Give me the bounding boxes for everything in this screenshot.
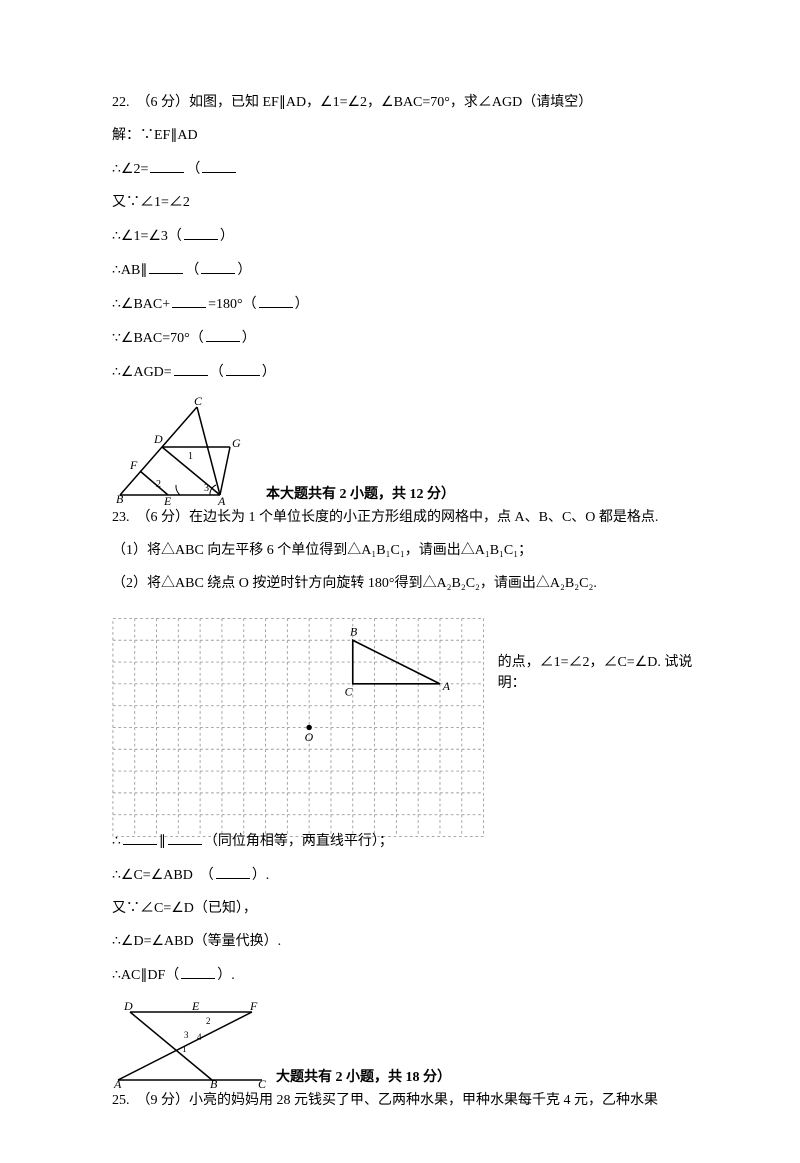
svg-text:2: 2 [156, 479, 161, 490]
q22-head: 22. （6 分）如图，已知 EF∥AD，∠1=∠2，∠BAC=70°，求∠AG… [112, 92, 700, 113]
q22-l3: 又∵∠1=∠2 [112, 192, 700, 213]
q22-l1: 解：∵EF∥AD [112, 125, 700, 146]
svg-text:E: E [191, 999, 200, 1013]
q25-head: 25. （9 分）小亮的妈妈用 28 元钱买了甲、乙两种水果，甲种水果每千克 4… [112, 1090, 700, 1111]
svg-text:C: C [345, 685, 353, 699]
section-heading-1: 本大题共有 2 小题，共 12 分） [266, 484, 455, 505]
q23-grid-figure: B C A O [112, 606, 494, 858]
svg-text:D: D [123, 999, 133, 1013]
svg-text:F: F [129, 458, 138, 472]
svg-text:G: G [232, 436, 241, 450]
svg-text:D: D [153, 432, 163, 446]
svg-text:B: B [210, 1077, 218, 1088]
q24-l5: ∴AC∥DF（）. [112, 964, 700, 986]
q24-l2: ∴∠C=∠ABD （）. [112, 864, 700, 886]
svg-text:E: E [163, 494, 172, 505]
q24-figure: A B C D E F 1 2 3 4 [112, 998, 272, 1088]
q24-l4: ∴∠D=∠ABD（等量代换）. [112, 931, 700, 952]
svg-text:1: 1 [182, 1044, 187, 1054]
q24-l3: 又∵∠C=∠D（已知）， [112, 898, 700, 919]
q23-sub1: （1）将△ABC 向左平移 6 个单位得到△A₁B₁C₁，请画出△A₁B₁C₁； [112, 540, 700, 561]
svg-text:1: 1 [188, 451, 193, 462]
exam-page: 22. （6 分）如图，已知 EF∥AD，∠1=∠2，∠BAC=70°，求∠AG… [0, 0, 800, 1163]
svg-text:4: 4 [197, 1032, 202, 1042]
svg-text:C: C [258, 1077, 267, 1088]
q24-figure-row: A B C D E F 1 2 3 4 大题共有 2 小题，共 18 分） [112, 998, 700, 1088]
svg-text:C: C [194, 395, 203, 408]
q22-l7: ∵∠BAC=70°（） [112, 327, 700, 349]
q22-l5: ∴AB∥（） [112, 259, 700, 281]
q22-figure-row: B E A F D C G 1 2 3 本大题共有 2 小题，共 12 分） [112, 395, 700, 505]
svg-text:B: B [116, 492, 124, 505]
q22-figure: B E A F D C G 1 2 3 [112, 395, 262, 505]
svg-text:O: O [305, 730, 314, 744]
section-heading-2: 大题共有 2 小题，共 18 分） [276, 1067, 451, 1088]
svg-text:F: F [249, 999, 258, 1013]
svg-text:B: B [350, 625, 357, 639]
svg-text:3: 3 [184, 1030, 189, 1040]
q22-l8: ∴∠AGD=（） [112, 361, 700, 383]
q22-l6: ∴∠BAC+=180°（） [112, 293, 700, 315]
svg-text:A: A [217, 494, 226, 505]
q23-sub2: （2）将△ABC 绕点 O 按逆时针方向旋转 180°得到△A₂B₂C₂，请画出… [112, 573, 700, 594]
svg-text:2: 2 [206, 1016, 211, 1026]
q22-l2: ∴∠2=（ [112, 158, 700, 180]
svg-text:3: 3 [204, 483, 209, 494]
svg-text:A: A [113, 1077, 122, 1088]
q22-l4: ∴∠1=∠3（） [112, 225, 700, 247]
svg-text:A: A [442, 679, 451, 693]
q23-head: 23. （6 分）在边长为 1 个单位长度的小正方形组成的网格中，点 A、B、C… [112, 507, 700, 528]
q23-right-text: 的点，∠1=∠2，∠C=∠D. 试说明： [498, 652, 700, 694]
q23-figure-row: B C A O 的点，∠1=∠2，∠C=∠D. 试说明： [112, 606, 700, 858]
